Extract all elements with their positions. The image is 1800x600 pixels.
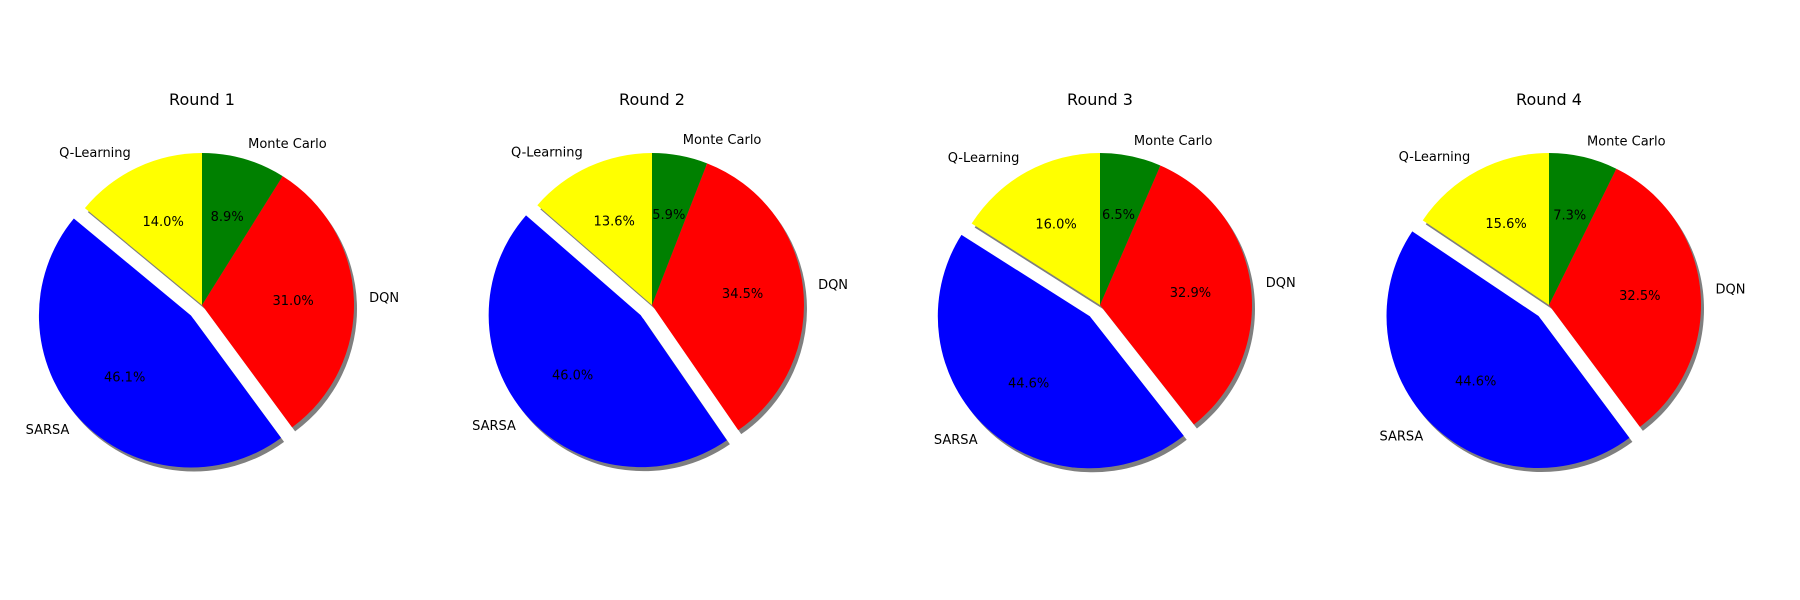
pct-label-dqn: 34.5% <box>722 287 763 302</box>
pct-label-dqn: 31.0% <box>272 294 313 309</box>
pct-label-sarsa: 44.6% <box>1455 375 1496 390</box>
pct-label-q-learning: 15.6% <box>1485 217 1526 232</box>
category-label-monte-carlo: Monte Carlo <box>683 133 762 148</box>
pct-label-monte-carlo: 7.3% <box>1553 209 1586 224</box>
pie-chart-3: 16.0% 44.6% 32.9% 6.5% Q-Learning SARSA DQN Mon… <box>934 90 1296 473</box>
category-label-dqn: DQN <box>1266 276 1296 291</box>
pct-label-monte-carlo: 8.9% <box>211 210 244 225</box>
category-label-monte-carlo: Monte Carlo <box>1134 134 1213 149</box>
wedge-q-learning <box>537 153 652 305</box>
pct-label-q-learning: 13.6% <box>594 215 635 230</box>
pct-label-monte-carlo: 6.5% <box>1102 208 1135 223</box>
wedge-sarsa <box>1386 231 1630 469</box>
wedge-sarsa <box>488 215 727 468</box>
pct-label-dqn: 32.9% <box>1170 286 1211 301</box>
category-label-sarsa: SARSA <box>26 423 70 438</box>
pct-label-sarsa: 46.1% <box>104 371 145 386</box>
category-label-q-learning: Q-Learning <box>1399 150 1471 165</box>
pct-label-q-learning: 14.0% <box>143 215 184 230</box>
category-label-dqn: DQN <box>818 278 848 293</box>
category-label-sarsa: SARSA <box>934 433 978 448</box>
wedge-q-learning <box>84 153 202 305</box>
category-label-dqn: DQN <box>369 291 399 306</box>
pct-label-monte-carlo: 5.9% <box>652 208 685 223</box>
pie-chart-1: 14.0% 46.1% 31.0% 8.9% Q-Learning SARSA DQN Mon… <box>26 90 399 472</box>
category-label-monte-carlo: Monte Carlo <box>1587 135 1666 150</box>
chart-title: Round 2 <box>619 90 685 109</box>
category-label-dqn: DQN <box>1716 282 1746 297</box>
chart-title: Round 4 <box>1516 90 1582 109</box>
category-label-q-learning: Q-Learning <box>511 145 583 160</box>
category-label-sarsa: SARSA <box>1379 430 1423 445</box>
wedge-dqn <box>1100 165 1253 425</box>
wedge-sarsa <box>937 234 1184 469</box>
wedge-monte-carlo <box>652 153 708 305</box>
wedge-sarsa <box>38 218 282 468</box>
pct-label-q-learning: 16.0% <box>1035 218 1076 233</box>
wedge-dqn <box>202 176 355 428</box>
category-label-q-learning: Q-Learning <box>948 151 1020 166</box>
category-label-q-learning: Q-Learning <box>59 146 131 161</box>
pct-label-sarsa: 44.6% <box>1008 376 1049 391</box>
wedge-monte-carlo <box>202 153 283 305</box>
category-label-sarsa: SARSA <box>472 419 516 434</box>
chart-title: Round 3 <box>1067 90 1133 109</box>
wedge-monte-carlo <box>1100 153 1161 305</box>
chart-title: Round 1 <box>169 90 235 109</box>
category-label-monte-carlo: Monte Carlo <box>248 137 327 152</box>
wedge-dqn <box>1549 168 1702 427</box>
wedge-q-learning <box>971 153 1100 305</box>
pie-chart-4: 15.6% 44.6% 32.5% 7.3% Q-Learning SARSA DQN Mon… <box>1379 90 1746 473</box>
wedge-monte-carlo <box>1549 153 1617 305</box>
wedge-q-learning <box>1422 153 1549 305</box>
wedge-dqn <box>652 163 804 431</box>
pie-chart-2: 13.6% 46.0% 34.5% 5.9% Q-Learning SARSA DQN Mon… <box>472 90 848 472</box>
pct-label-dqn: 32.5% <box>1619 289 1660 304</box>
pct-label-sarsa: 46.0% <box>552 368 593 383</box>
